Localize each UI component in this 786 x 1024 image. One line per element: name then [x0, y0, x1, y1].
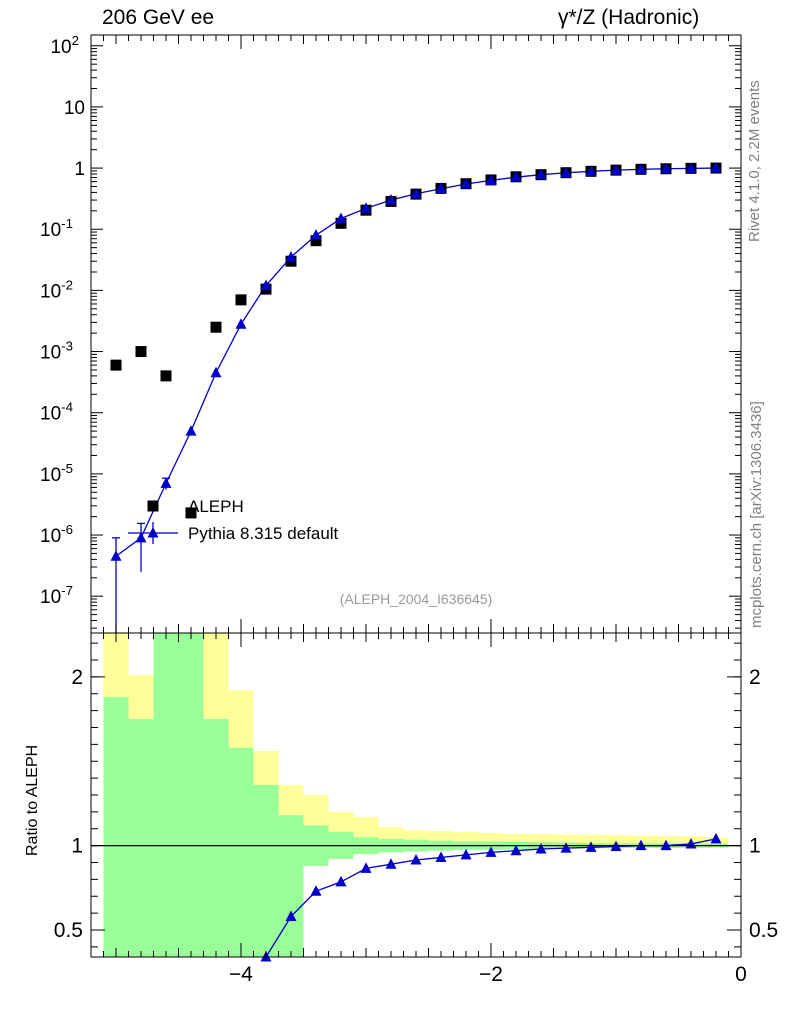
ratio-inner-band	[228, 747, 254, 957]
main-y-tick-label: 10-2	[40, 277, 73, 302]
ratio-inner-band	[128, 719, 154, 957]
header-left-label: 206 GeV ee	[102, 6, 215, 29]
x-tick-label: −2	[479, 963, 503, 986]
ratio-inner-band	[103, 697, 129, 957]
ratio-point-triangle	[560, 842, 572, 853]
data-point-square	[185, 507, 197, 519]
mcplots-url-label: mcplots.cern.ch [arXiv:1306.3436]	[748, 401, 765, 628]
mc-point-triangle	[235, 318, 247, 329]
ratio-point-triangle	[535, 843, 547, 854]
ratio-point-triangle	[310, 885, 322, 896]
mc-point-triangle	[310, 229, 322, 240]
ratio-point-triangle	[285, 910, 297, 921]
ratio-inner-band	[178, 633, 204, 957]
ratio-y-tick-label-left: 1	[71, 835, 83, 858]
legend-data-label: ALEPH	[188, 497, 244, 516]
mc-point-triangle	[335, 212, 347, 223]
main-y-tick-label: 10-4	[40, 400, 73, 425]
ratio-point-triangle	[660, 839, 672, 851]
main-series-layer	[110, 162, 722, 633]
legend-mc-marker	[147, 527, 159, 538]
main-y-tick-label: 10-6	[40, 522, 73, 547]
mc-point-triangle	[285, 251, 297, 262]
ratio-y-tick-label-right: 0.5	[749, 919, 778, 942]
main-y-tick-label: 10-5	[40, 461, 73, 486]
ratio-point-triangle	[410, 853, 422, 865]
mc-point-triangle	[510, 171, 522, 182]
mc-point-triangle	[210, 366, 222, 378]
mc-point-triangle	[560, 166, 572, 178]
mc-point-triangle	[660, 162, 672, 174]
analysis-id-annotation: (ALEPH_2004_I636645)	[340, 591, 493, 607]
x-tick-label: 0	[735, 963, 747, 986]
main-y-tick-label: 102	[50, 33, 79, 58]
ratio-y-tick-label-left: 0.5	[54, 919, 83, 942]
ratio-y-axis-label: Ratio to ALEPH	[24, 745, 41, 856]
mc-point-triangle	[460, 177, 472, 189]
ratio-point-triangle	[585, 841, 597, 852]
mc-point-triangle	[435, 182, 447, 194]
ratio-point-triangle	[485, 846, 497, 857]
mc-point-triangle	[160, 477, 172, 488]
main-y-tick-label: 10-7	[40, 583, 73, 608]
ratio-point-triangle	[635, 839, 647, 851]
mc-point-triangle	[360, 202, 372, 213]
mc-point-triangle	[260, 279, 272, 291]
mc-point-triangle	[535, 168, 547, 180]
ratio-y-tick-label-right: 2	[749, 666, 761, 689]
header-right-label: γ*/Z (Hadronic)	[558, 6, 700, 29]
mc-point-triangle	[585, 165, 597, 176]
data-point-square	[160, 370, 172, 382]
x-tick-label: −4	[229, 963, 253, 986]
ratio-point-triangle	[510, 844, 522, 856]
data-point-square	[335, 217, 347, 229]
ratio-inner-band	[203, 719, 229, 957]
ratio-uncertainty-bands	[103, 633, 729, 957]
data-point-square	[235, 294, 247, 306]
mc-point-triangle	[485, 174, 497, 185]
ratio-y-tick-label-right: 1	[749, 835, 761, 858]
mc-point-triangle	[110, 550, 122, 561]
rivet-version-label: Rivet 4.1.0, 2.2M events	[746, 80, 763, 242]
ratio-point-triangle	[435, 851, 447, 862]
main-y-tick-label: 10-3	[40, 339, 73, 364]
main-y-tick-label: 10-1	[40, 216, 73, 241]
ratio-point-triangle	[360, 862, 372, 873]
main-frame	[90, 34, 742, 634]
mc-point-triangle	[135, 531, 147, 543]
ratio-point-triangle	[385, 858, 397, 869]
legend-data-marker	[147, 500, 159, 512]
main-y-tick-label: 1	[74, 159, 85, 180]
mc-point-triangle	[710, 162, 722, 173]
data-point-square	[135, 346, 147, 358]
ratio-point-triangle	[460, 848, 472, 860]
mc-point-triangle	[185, 425, 197, 436]
ratio-point-triangle	[710, 832, 722, 844]
mc-point-triangle	[610, 164, 622, 175]
data-point-square	[310, 235, 322, 247]
data-point-square	[110, 359, 122, 371]
ratio-inner-band	[278, 815, 304, 957]
ratio-inner-band	[153, 633, 179, 957]
mc-point-triangle	[385, 194, 397, 205]
ratio-y-tick-label-left: 2	[71, 666, 83, 689]
ratio-inner-band	[253, 784, 279, 957]
main-y-tick-label: 10	[64, 98, 85, 119]
legend: ALEPH Pythia 8.315 default	[128, 497, 339, 544]
mc-point-triangle	[410, 187, 422, 199]
legend-mc-label: Pythia 8.315 default	[188, 524, 339, 543]
data-point-square	[210, 321, 222, 333]
mc-point-triangle	[635, 163, 647, 174]
mc-point-triangle	[685, 162, 697, 173]
ratio-point-triangle	[335, 875, 347, 887]
